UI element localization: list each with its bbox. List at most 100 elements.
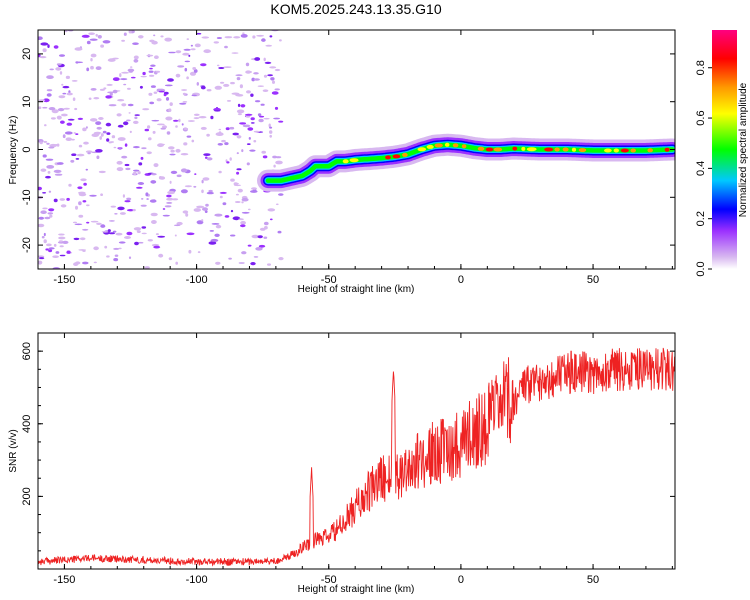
spectrogram-noise-blob [228,257,232,260]
snr-series-line [38,347,675,567]
spectrogram-noise-blob [236,109,245,114]
spectrogram-noise-blob [158,176,163,180]
spectrogram-noise-blob [42,48,47,53]
spectrogram-noise-blob [90,88,97,91]
spectrogram-noise-blob [117,99,125,102]
spectrogram-noise-blob [273,164,276,168]
spectrogram-noise-blob [140,75,147,78]
spectrogram-noise-blob [156,98,162,102]
spectrogram-noise-blob [196,32,202,35]
spectrogram-noise-blob [51,109,59,114]
spectrogram-noise-blob [114,213,118,215]
snr-frame [37,332,676,570]
spectrogram-noise-blob [197,251,201,254]
spectrogram-noise-blob [208,241,217,245]
spectrogram-hotspot [333,159,341,164]
spectrogram-noise-blob [141,198,144,200]
snr-xtick-label: 0 [458,574,464,586]
snr-panel: -150 -100 -50 0 50 200 400 600 Height of straig… [8,332,676,595]
spectrogram-noise-blob [173,224,181,227]
spectrogram-noise-blob [269,66,277,69]
spectrogram-noise-blob [217,143,223,146]
spectrogram-noise-blob [223,83,230,87]
spectrogram-noise-blob [53,45,59,49]
spectrogram-noise-blob [96,222,102,225]
spectrogram-noise-blob [166,194,172,198]
spectrogram-noise-blob [105,122,112,127]
spectrogram-noise-blob [80,178,87,182]
spectrogram-noise-blob [62,85,70,89]
spectrogram-noise-blob [44,216,51,220]
spectrogram-noise-blob [104,245,108,249]
spectrogram-noise-blob [247,244,252,247]
spectrogram-noise-blob [77,186,83,190]
spectrogram-noise-blob [74,47,83,51]
spectrogram-noise-blob [278,120,284,123]
spectrogram-noise-blob [64,30,68,33]
spectrogram-noise-blob [184,185,192,188]
spectrogram-noise-blob [113,247,120,250]
spectrogram-noise-blob [38,106,42,109]
spectrogram-noise-blob [187,120,195,122]
spectrogram-noise-blob [264,226,268,230]
spectrogram-noise-blob [172,119,179,122]
spectrogram-noise-blob [231,52,239,54]
spectrogram-noise-blob [164,84,173,87]
spectrogram-noise-blob [250,262,256,266]
spectrogram-noise-blob [74,107,78,111]
spectrogram-noise-blob [189,71,197,76]
spectrogram-noise-blob [73,262,79,267]
spectrogram-noise-blob [180,189,188,194]
spectrogram-noise-blob [230,234,236,237]
spectrogram-noise-blob [183,48,191,51]
spectrogram-noise-blob [240,34,248,38]
spectrogram-noise-blob [192,67,197,70]
spectrogram-noise-blob [214,213,223,217]
spectrogram-noise-blob [175,261,178,265]
spectrogram-noise-blob [263,221,269,226]
snr-content [38,347,675,567]
spectrogram-noise-blob [160,127,166,130]
spectrogram-noise-blob [78,144,83,148]
spectrogram-noise-blob [218,131,222,136]
spectrogram-noise-blob [219,195,223,199]
spectrogram-noise-blob [61,113,68,117]
spectrogram-noise-blob [245,70,252,74]
spectrogram-noise-blob [127,103,134,107]
spectrogram-noise-blob [95,66,102,70]
spectrogram-noise-blob [42,106,48,109]
spectrogram-noise-blob [108,232,116,235]
spectrogram-noise-blob [142,71,146,76]
spectrogram-noise-blob [56,162,64,165]
spectrogram-noise-blob [132,171,137,176]
spectrogram-noise-blob [250,117,255,121]
spectrogram-noise-blob [149,101,155,105]
spectrogram-hotspot [562,147,569,152]
spectrogram-noise-blob [102,130,107,134]
spectrogram-noise-blob [258,118,264,123]
spectrogram-noise-blob [206,157,213,161]
spectrogram-noise-blob [71,80,78,82]
spectrogram-noise-blob [219,191,227,194]
spectrogram-noise-blob [43,232,46,237]
spectrogram-noise-blob [241,211,250,214]
spectrogram-noise-blob [236,152,239,155]
spectrogram-noise-blob [62,92,67,95]
spectrogram-noise-blob [158,143,166,146]
spectrogram-noise-blob [95,149,103,153]
spectrogram-noise-blob [169,102,173,106]
spectrogram-noise-blob [253,130,260,133]
spectrogram-noise-blob [150,173,157,176]
spectrogram-noise-blob [88,32,95,35]
spectrogram-noise-blob [260,103,265,106]
spectrogram-noise-blob [220,81,225,84]
spectrogram-noise-blob [58,95,66,99]
spectrogram-noise-blob [237,188,243,193]
spectrogram-noise-blob [148,92,153,96]
spectrogram-noise-blob [165,116,173,121]
spectrogram-noise-blob [196,82,199,86]
spectrogram-noise-blob [124,143,128,147]
spectrogram-noise-blob [42,192,47,194]
spectrogram-noise-blob [150,180,157,184]
spectrogram-noise-blob [237,113,242,116]
